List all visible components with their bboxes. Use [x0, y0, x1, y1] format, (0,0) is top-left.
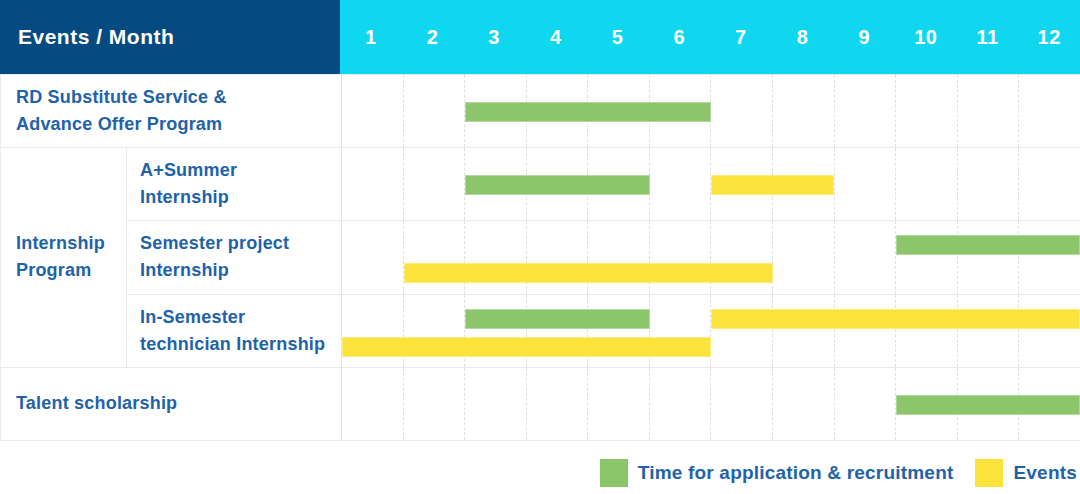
month-header-8: 8 [772, 0, 834, 74]
table-row: In-Semestertechnician Internship [1, 294, 1080, 367]
month-header-10: 10 [895, 0, 957, 74]
month-header-7: 7 [710, 0, 772, 74]
bar-events [342, 337, 711, 357]
bar-events [711, 175, 834, 195]
month-header-12: 12 [1018, 0, 1080, 74]
month-grid-cell [464, 368, 526, 440]
month-header-2: 2 [402, 0, 464, 74]
month-grid-cell [895, 75, 957, 147]
month-grid-cell [834, 221, 896, 293]
table-row: A+SummerInternship [1, 147, 1080, 220]
month-grid-cell [1018, 148, 1080, 220]
row-label-zone: RD Substitute Service &Advance Offer Pro… [1, 74, 341, 147]
row-chart-zone [341, 147, 1080, 220]
month-header-4: 4 [525, 0, 587, 74]
month-header-6: 6 [648, 0, 710, 74]
legend-label-events: Events [1013, 462, 1077, 484]
month-grid-cell [526, 368, 588, 440]
month-header-5: 5 [587, 0, 649, 74]
row-chart-zone [341, 74, 1080, 147]
month-grid-cell [957, 75, 1019, 147]
events-month-header-cell: Events / Month [0, 0, 340, 74]
month-grid-cell [957, 295, 1019, 367]
month-header-9: 9 [833, 0, 895, 74]
month-grid-cell [710, 75, 772, 147]
table-header-row: Events / Month 123456789101112 [0, 0, 1080, 74]
month-grid-cell [772, 368, 834, 440]
bar-recruitment [465, 102, 711, 122]
bar-events [711, 309, 1080, 329]
gantt-body: RD Substitute Service &Advance Offer Pro… [0, 74, 1080, 441]
row-label: RD Substitute Service &Advance Offer Pro… [1, 74, 341, 147]
month-grid-cell [587, 368, 649, 440]
month-grid-cell [895, 148, 957, 220]
month-grid-cell [710, 295, 772, 367]
row-chart-zone [341, 220, 1080, 293]
month-grid-cell [342, 368, 403, 440]
month-grid-cell [649, 368, 711, 440]
month-grid-cell [403, 148, 465, 220]
month-grid-cell [834, 75, 896, 147]
bar-recruitment [896, 235, 1080, 255]
row-chart-zone [341, 294, 1080, 367]
month-header-1: 1 [340, 0, 402, 74]
row-label: In-Semestertechnician Internship [126, 294, 341, 367]
group-label: InternshipProgram [1, 147, 126, 367]
row-chart-zone [341, 367, 1080, 440]
events-month-label: Events / Month [18, 25, 174, 49]
bar-recruitment [465, 175, 650, 195]
month-grid-cell [403, 368, 465, 440]
month-grid-cell [1018, 295, 1080, 367]
bar-recruitment [896, 395, 1080, 415]
table-row: Semester projectInternship [1, 220, 1080, 293]
month-grid-cell [957, 148, 1019, 220]
legend: Time for application & recruitment Event… [0, 458, 1080, 488]
bar-events [404, 263, 773, 283]
month-grid-cell [772, 75, 834, 147]
bar-recruitment [465, 309, 650, 329]
table-row: RD Substitute Service &Advance Offer Pro… [1, 74, 1080, 147]
month-grid-cell [1018, 75, 1080, 147]
month-grid-cell [895, 295, 957, 367]
month-grid-cell [1018, 221, 1080, 293]
month-grid-cell [649, 148, 711, 220]
month-grid-cell [772, 295, 834, 367]
table-row: Talent scholarship [1, 367, 1080, 440]
month-grid-cell [403, 75, 465, 147]
legend-swatch-recruitment-icon [600, 459, 628, 487]
legend-label-recruitment: Time for application & recruitment [638, 462, 954, 484]
row-label: A+SummerInternship [126, 147, 341, 220]
month-header-strip: 123456789101112 [340, 0, 1080, 74]
legend-swatch-events-icon [975, 459, 1003, 487]
month-grid-cell [834, 148, 896, 220]
row-label: Talent scholarship [1, 367, 341, 440]
month-grid-cell [834, 368, 896, 440]
month-header-3: 3 [463, 0, 525, 74]
row-label: Semester projectInternship [126, 220, 341, 293]
month-grid-cell [342, 148, 403, 220]
row-label-zone: Talent scholarship [1, 367, 341, 440]
month-header-11: 11 [957, 0, 1019, 74]
month-grid-cell [342, 221, 403, 293]
month-grid-cell [957, 221, 1019, 293]
month-grid-cell [834, 295, 896, 367]
month-grid-cell [710, 368, 772, 440]
month-grid-cell [342, 75, 403, 147]
gantt-chart: Events / Month 123456789101112 RD Substi… [0, 0, 1080, 494]
month-grid-cell [895, 221, 957, 293]
month-grid-cell [772, 221, 834, 293]
